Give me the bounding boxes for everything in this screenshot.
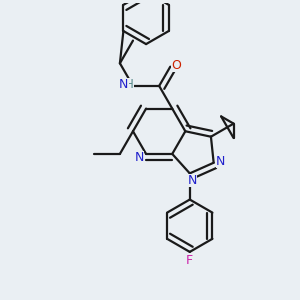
- Text: N: N: [119, 78, 128, 91]
- Text: N: N: [135, 152, 144, 164]
- Text: N: N: [188, 174, 197, 187]
- Text: N: N: [216, 154, 226, 168]
- Text: F: F: [186, 254, 193, 267]
- Text: O: O: [171, 58, 181, 71]
- Text: H: H: [125, 78, 134, 91]
